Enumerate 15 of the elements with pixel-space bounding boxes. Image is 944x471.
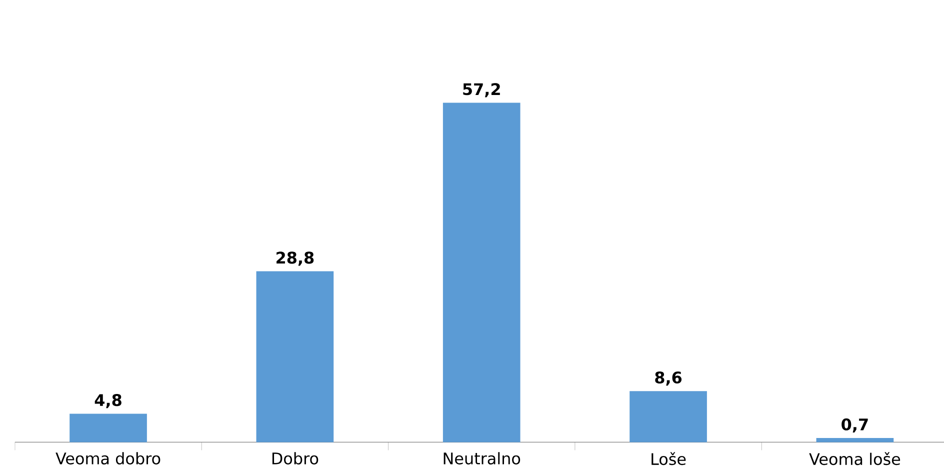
data-label: 4,8 [94,394,122,408]
x-tick-label: Neutralno [444,452,520,465]
data-label: 0,7 [842,418,868,433]
x-tick-label: Dobro [272,452,318,465]
bar [256,271,334,442]
bar [630,391,707,442]
bar [70,414,147,442]
data-label: 57,2 [463,83,500,98]
x-tick-label: Loše [652,452,686,466]
bar [442,102,520,442]
x-tick-label: Veoma loše [809,452,900,466]
data-label: 8,6 [655,372,682,386]
x-tick-label: Veoma dobro [56,452,160,465]
data-label: 28,8 [276,252,314,266]
bar [816,438,894,442]
